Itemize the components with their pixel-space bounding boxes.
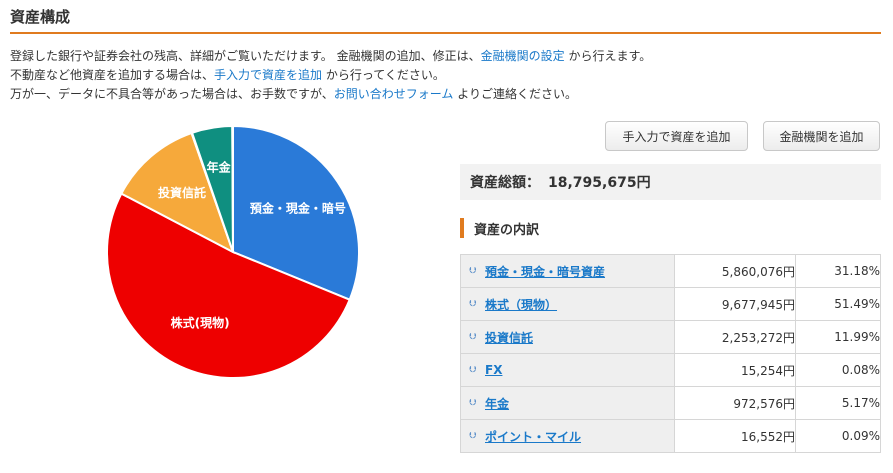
intro-line-3: 万が一、データに不具合等があった場合は、お手数ですが、お問い合わせフォーム より… — [10, 85, 651, 104]
table-row: ⮋ 年金 972,576円 5.17% — [460, 386, 881, 420]
pie-slice-label: 年金 — [207, 160, 232, 175]
intro-line-3-post: よりご連絡ください。 — [453, 87, 577, 101]
manual-asset-link[interactable]: 手入力で資産を追加 — [214, 68, 323, 82]
row-name-cell: ⮋ FX — [460, 353, 675, 387]
add-institution-button[interactable]: 金融機関を追加 — [763, 121, 880, 151]
manual-add-asset-button[interactable]: 手入力で資産を追加 — [605, 121, 748, 151]
row-percent: 0.09% — [795, 419, 881, 453]
pie-slice-label: 預金・現金・暗号 — [250, 200, 346, 215]
row-percent: 51.49% — [795, 287, 881, 321]
chevron-down-icon[interactable]: ⮋ — [469, 431, 476, 441]
chevron-down-icon[interactable]: ⮋ — [469, 332, 476, 342]
category-link[interactable]: ポイント・マイル — [485, 429, 582, 444]
row-percent: 31.18% — [795, 254, 881, 288]
intro-text: 登録した銀行や証券会社の残高、詳細がご覧いただけます。 金融機関の追加、修正は、… — [10, 47, 651, 104]
row-amount: 5,860,076円 — [674, 254, 796, 288]
category-link[interactable]: 株式（現物） — [485, 297, 558, 312]
row-percent: 11.99% — [795, 320, 881, 354]
table-row: ⮋ 預金・現金・暗号資産 5,860,076円 31.18% — [460, 254, 881, 288]
total-assets-label: 資産総額： — [470, 175, 540, 191]
chevron-down-icon[interactable]: ⮋ — [469, 266, 476, 276]
chevron-down-icon[interactable]: ⮋ — [469, 398, 476, 408]
chevron-down-icon[interactable]: ⮋ — [469, 365, 476, 375]
breakdown-table: ⮋ 預金・現金・暗号資産 5,860,076円 31.18% ⮋ 株式（現物） 9,… — [460, 254, 881, 453]
row-name-cell: ⮋ 預金・現金・暗号資産 — [460, 254, 675, 288]
category-link[interactable]: 預金・現金・暗号資産 — [485, 264, 606, 279]
intro-line-1: 登録した銀行や証券会社の残高、詳細がご覧いただけます。 金融機関の追加、修正は、… — [10, 47, 651, 66]
row-name-cell: ⮋ 株式（現物） — [460, 287, 675, 321]
asset-pie-chart: 預金・現金・暗号株式(現物) 投資信託 年金 — [104, 123, 372, 385]
total-assets-box: 資産総額： 18,795,675円 — [460, 164, 881, 200]
table-row: ⮋ 投資信託 2,253,272円 11.99% — [460, 320, 881, 354]
row-name-cell: ⮋ 投資信託 — [460, 320, 675, 354]
breakdown-heading-text: 資産の内訳 — [474, 222, 540, 238]
category-link[interactable]: 年金 — [485, 396, 510, 411]
row-percent: 0.08% — [795, 353, 881, 387]
row-name-cell: ⮋ ポイント・マイル — [460, 419, 675, 453]
heading-accent-bar — [460, 218, 464, 238]
intro-line-1-pre: 登録した銀行や証券会社の残高、詳細がご覧いただけます。 金融機関の追加、修正は、 — [10, 49, 481, 63]
pie-slice — [232, 124, 360, 302]
table-row: ⮋ 株式（現物） 9,677,945円 51.49% — [460, 287, 881, 321]
intro-line-1-post: から行えます。 — [564, 49, 652, 63]
pie-slice-label: 投資信託 — [158, 185, 206, 200]
category-link[interactable]: 投資信託 — [485, 330, 534, 345]
row-amount: 16,552円 — [674, 419, 796, 453]
intro-line-2-post: から行ってください。 — [322, 68, 445, 82]
institution-settings-link[interactable]: 金融機関の設定 — [480, 49, 565, 63]
row-amount: 972,576円 — [674, 386, 796, 420]
chevron-down-icon[interactable]: ⮋ — [469, 299, 476, 309]
intro-line-2: 不動産など他資産を追加する場合は、手入力で資産を追加 から行ってください。 — [10, 66, 651, 85]
row-percent: 5.17% — [795, 386, 881, 420]
pie-slice — [231, 124, 234, 253]
page-title: 資産構成 — [10, 8, 71, 26]
category-link[interactable]: FX — [485, 363, 503, 377]
intro-line-2-pre: 不動産など他資産を追加する場合は、 — [10, 68, 215, 82]
table-row: ⮋ ポイント・マイル 16,552円 0.09% — [460, 419, 881, 453]
pie-slice — [106, 192, 351, 379]
row-name-cell: ⮋ 年金 — [460, 386, 675, 420]
breakdown-heading: 資産の内訳 — [460, 218, 539, 238]
row-amount: 2,253,272円 — [674, 320, 796, 354]
total-assets-value: 18,795,675円 — [548, 175, 651, 191]
row-amount: 15,254円 — [674, 353, 796, 387]
title-divider — [10, 32, 881, 34]
pie-slice-label: 株式(現物) — [171, 315, 230, 330]
contact-form-link[interactable]: お問い合わせフォーム — [333, 87, 454, 101]
row-amount: 9,677,945円 — [674, 287, 796, 321]
intro-line-3-pre: 万が一、データに不具合等があった場合は、お手数ですが、 — [10, 87, 334, 101]
pie-slice — [120, 131, 235, 255]
table-row: ⮋ FX 15,254円 0.08% — [460, 353, 881, 387]
